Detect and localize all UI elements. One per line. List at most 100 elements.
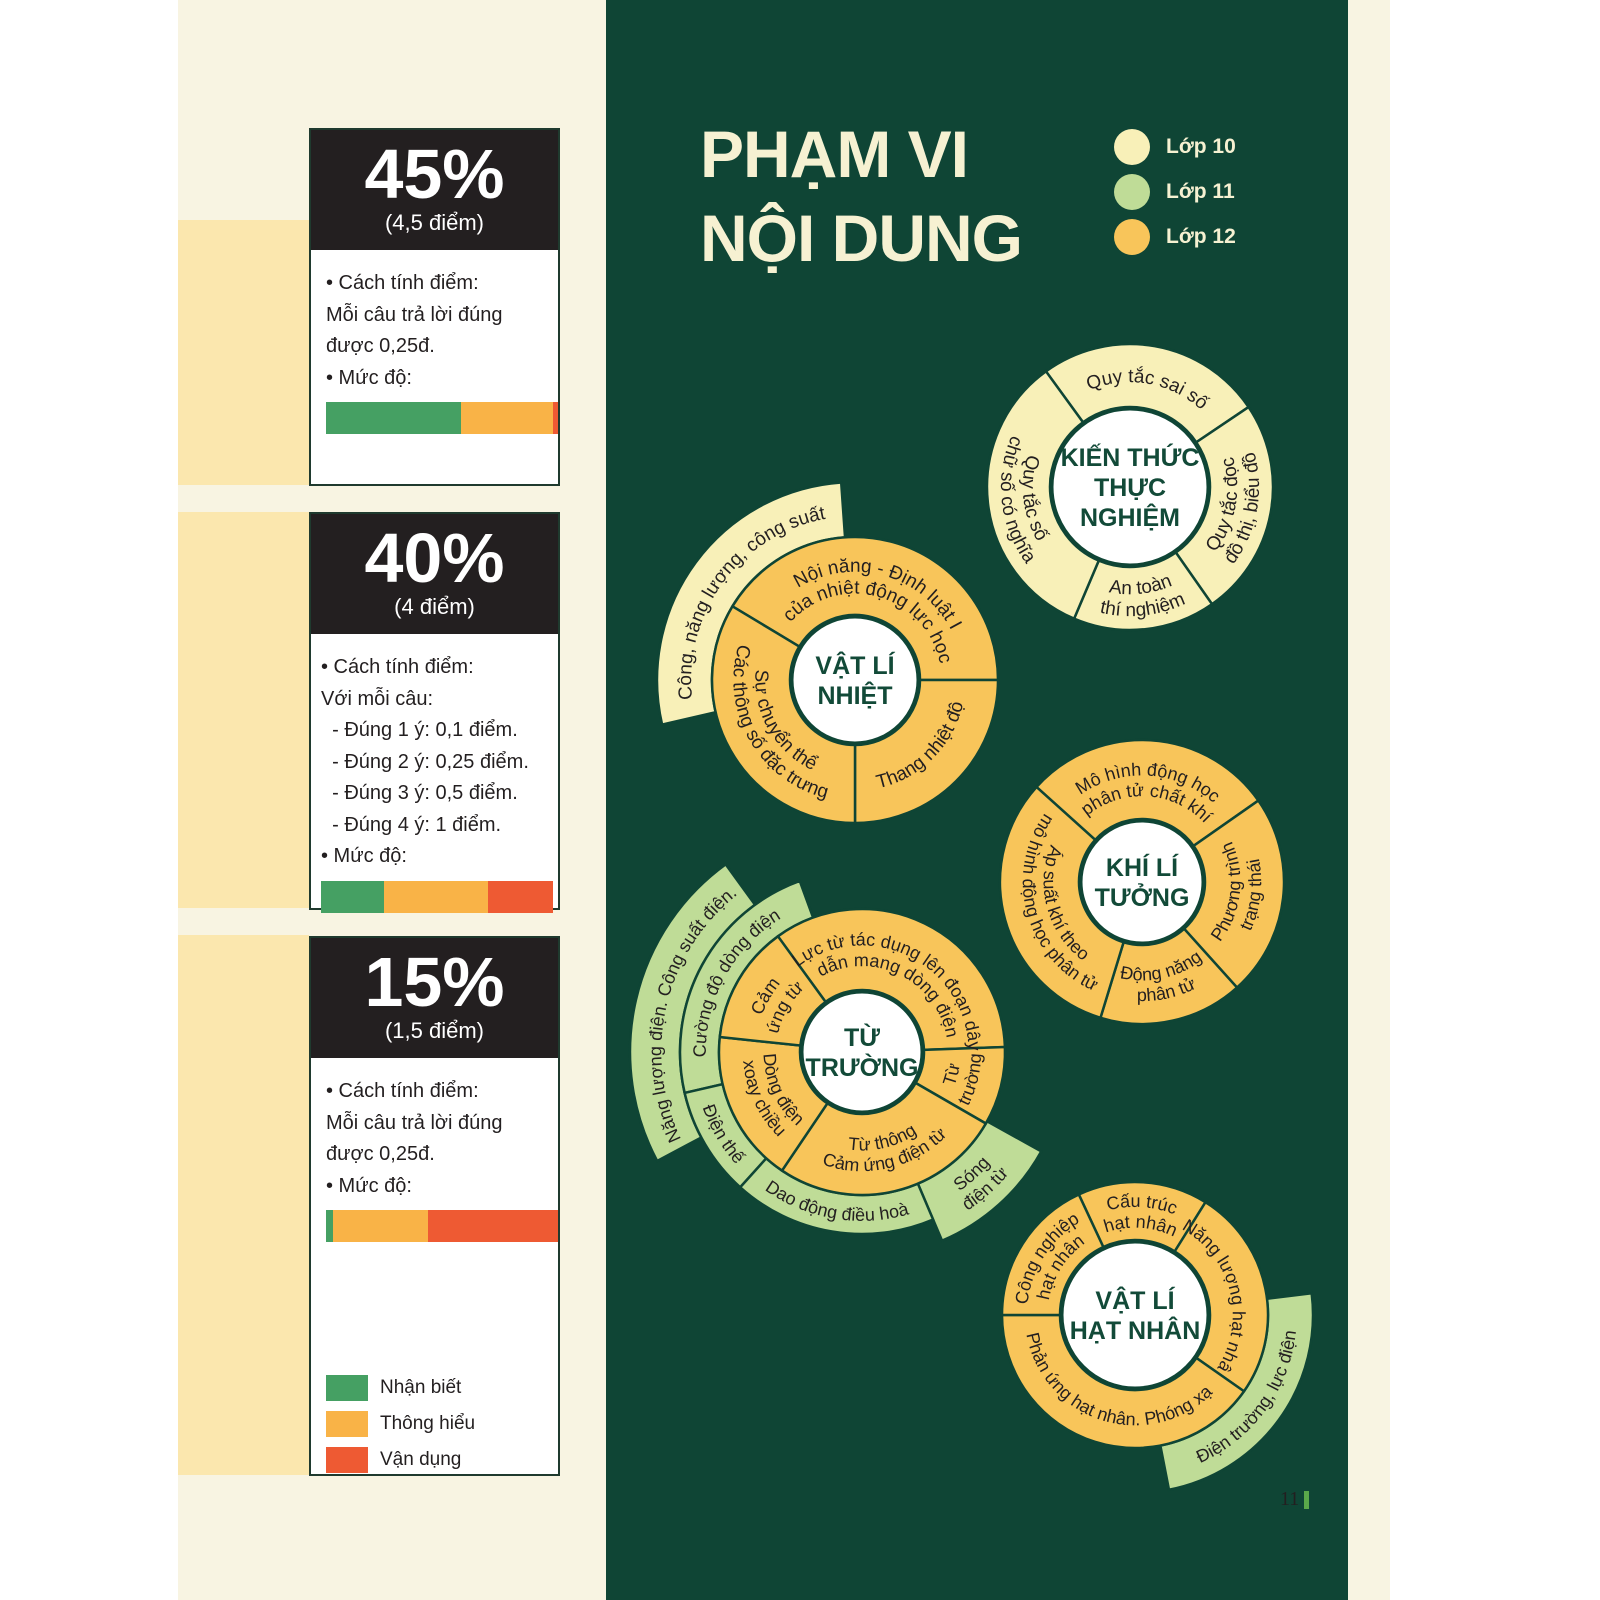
wheel-center xyxy=(800,990,924,1114)
topic-segment xyxy=(780,1081,988,1197)
score-points: (4,5 điểm) xyxy=(384,210,485,235)
score-header: 40% (4 điểm) xyxy=(311,514,558,634)
topic-segment xyxy=(776,907,1007,1052)
score-description: • Cách tính điểm: Với mỗi câu: - Đúng 1 ý… xyxy=(311,634,558,913)
wheel-center xyxy=(790,615,920,745)
difficulty-legend: Nhận biết Thông hiểu Vận dụng xyxy=(326,1370,558,1478)
wheel-center xyxy=(1079,819,1205,945)
grade-dot xyxy=(1114,218,1150,255)
grade-label: Lớp 10 xyxy=(1166,134,1236,158)
description-line: được 0,25đ. xyxy=(326,1143,435,1165)
description-line: - Đúng 4 ý: 1 điểm. xyxy=(321,813,502,836)
score-card: 40% (4 điểm) • Cách tính điểm: Với mỗi câ… xyxy=(309,512,560,913)
score-percent: 45% xyxy=(364,135,505,213)
legend-item: Vận dụng xyxy=(326,1442,558,1478)
description-line: Mỗi câu trả lời đúng xyxy=(326,1111,503,1134)
description-line: • Cách tính điểm: xyxy=(326,272,479,294)
description-line: • Cách tính điểm: xyxy=(326,1080,479,1102)
bar-van-dung xyxy=(488,880,553,913)
topic-segment xyxy=(710,604,857,825)
grade-legend-item: Lớp 12 xyxy=(1114,214,1236,259)
score-header: 15% (1,5 điểm) xyxy=(311,938,558,1058)
wheel-title: TRƯỜNG xyxy=(806,1052,919,1082)
topic-segment xyxy=(1173,1200,1270,1394)
page-title: PHẠM VI NỘI DUNG xyxy=(700,112,1023,280)
score-points: (4 điểm) xyxy=(394,594,475,619)
topic-segment xyxy=(1098,927,1239,1026)
grade-label: Lớp 11 xyxy=(1166,179,1235,203)
yellow-band xyxy=(178,512,309,908)
description-line: • Mức độ: xyxy=(326,366,412,389)
topic-segment xyxy=(717,1035,830,1173)
wheel-title: NHIỆT xyxy=(818,680,893,710)
bar-van-dung xyxy=(553,402,558,434)
yellow-band xyxy=(178,220,309,485)
topic-segment xyxy=(730,535,1000,682)
grade-legend-item: Lớp 10 xyxy=(1114,124,1236,169)
wheel-center xyxy=(1060,1240,1210,1390)
bar-thong-hieu xyxy=(460,402,554,434)
topic-segment xyxy=(853,678,1000,825)
description-line: • Mức độ: xyxy=(321,845,407,867)
topic-segment xyxy=(1174,405,1275,606)
legend-label: Thông hiểu xyxy=(380,1413,476,1435)
topic-label-text: Năng lượng hạt nhân xyxy=(0,0,1249,1377)
description-line: được 0,25đ. xyxy=(326,335,435,357)
legend-swatch xyxy=(326,1447,368,1473)
topic-segment xyxy=(718,934,828,1047)
legend-item: Nhận biết xyxy=(326,1370,558,1406)
score-card: 15% (1,5 điểm) • Cách tính điểm: Mỗi câu … xyxy=(309,936,560,1476)
wheel-title: TỪ xyxy=(844,1022,880,1052)
legend-swatch xyxy=(326,1411,368,1437)
bar-nhan-biet xyxy=(326,1210,333,1242)
difficulty-bar xyxy=(321,880,553,913)
difficulty-bar xyxy=(326,1210,558,1242)
bar-nhan-biet xyxy=(321,880,384,913)
wheel-title: HẠT NHÂN xyxy=(1070,1315,1201,1345)
topic-segment xyxy=(1034,738,1261,848)
topic-label: Năng lượng hạt nhân xyxy=(0,0,1249,1377)
page-number-marker xyxy=(1304,1490,1310,1509)
legend-label: Nhận biết xyxy=(380,1377,462,1399)
topic-segment xyxy=(1000,1192,1105,1317)
legend-label: Vận dụng xyxy=(380,1449,462,1471)
wheel-title: VẬT LÍ xyxy=(815,650,895,680)
page-number: 11 xyxy=(1280,1488,1310,1511)
wheel-title: TƯỞNG xyxy=(1095,882,1190,912)
description-line: Với mỗi câu: xyxy=(321,687,434,710)
page-number-text: 11 xyxy=(1280,1488,1300,1510)
description-line: • Cách tính điểm: xyxy=(321,656,474,678)
page-margin-strip xyxy=(1348,0,1390,1600)
grade-legend-item: Lớp 11 xyxy=(1114,169,1236,214)
bar-thong-hieu xyxy=(332,1210,429,1242)
description-line: - Đúng 3 ý: 0,5 điểm. xyxy=(321,782,518,804)
legend-item: Thông hiểu xyxy=(326,1406,558,1442)
description-line: - Đúng 1 ý: 0,1 điểm. xyxy=(321,719,518,741)
grade-label: Lớp 12 xyxy=(1166,224,1236,248)
title-line: PHẠM VI xyxy=(700,117,969,191)
score-percent: 15% xyxy=(364,943,505,1021)
score-header: 45% (4,5 điểm) xyxy=(311,130,558,250)
score-percent: 40% xyxy=(364,519,505,597)
grade-dot xyxy=(1114,173,1150,210)
score-points: (1,5 điểm) xyxy=(384,1018,485,1043)
legend-swatch xyxy=(326,1375,368,1401)
topic-segment xyxy=(998,785,1126,1020)
wheel-title: THỰC xyxy=(1094,474,1166,502)
topic-segment xyxy=(985,369,1101,621)
score-card: 45% (4,5 điểm) • Cách tính điểm: Mỗi câu … xyxy=(309,128,560,486)
description-line: - Đúng 2 ý: 0,25 điểm. xyxy=(321,750,529,773)
wheel-title: NGHIỆM xyxy=(1080,502,1180,532)
wheel-title: KHÍ LÍ xyxy=(1106,853,1179,882)
score-description: • Cách tính điểm: Mỗi câu trả lời đúng đượ… xyxy=(311,1058,558,1478)
description-line: Mỗi câu trả lời đúng xyxy=(326,303,503,326)
topic-segment xyxy=(1182,798,1286,990)
description-line: • Mức độ: xyxy=(326,1174,412,1197)
title-line: NỘI DUNG xyxy=(700,201,1023,275)
bar-nhan-biet xyxy=(326,402,461,434)
topic-segment xyxy=(1000,1313,1246,1450)
